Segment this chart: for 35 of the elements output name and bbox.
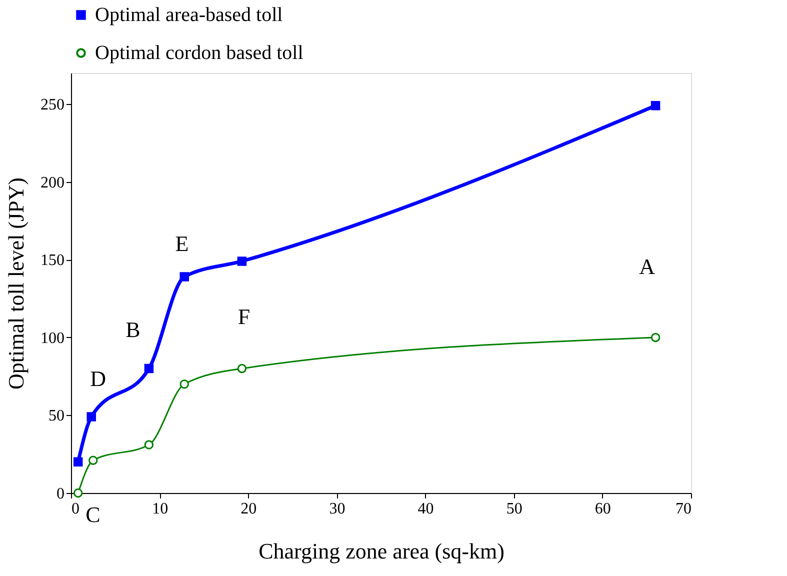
point (86, 412, 96, 422)
x-tick-label: 20 (240, 500, 257, 518)
y-tick-label: 150 (40, 252, 64, 270)
y-tick-label: 250 (40, 96, 64, 114)
y-tick-label: 200 (40, 174, 64, 192)
y-axis-title: Optimal toll level (JPY) (4, 177, 28, 390)
point (237, 256, 247, 266)
y-tick-label: 0 (56, 486, 64, 502)
annotation: D (90, 366, 106, 391)
point (144, 440, 154, 450)
point (237, 364, 247, 374)
legend-label: Optimal cordon based toll (95, 42, 304, 64)
x-tick-label: 10 (152, 500, 168, 518)
point (88, 456, 98, 465)
annotation: B (126, 317, 140, 342)
x-tick-label: 40 (418, 500, 434, 518)
legend-label: Optimal area-based toll (95, 4, 284, 26)
annotation: F (238, 304, 250, 329)
point (180, 272, 189, 282)
y-tick-label: 50 (48, 408, 64, 425)
x-tick-label: 30 (329, 500, 346, 518)
x-tick-label: 50 (506, 500, 522, 518)
point (650, 101, 660, 110)
point (180, 379, 189, 389)
point (144, 364, 154, 374)
point (650, 332, 660, 342)
point (73, 457, 83, 467)
annotation: A (639, 254, 656, 279)
x-tick-label: 70 (676, 500, 692, 518)
x-axis-title: Charging zone area (sq-km) (258, 538, 504, 564)
annotation: E (175, 231, 189, 256)
x-tick-label: 0 (72, 500, 80, 518)
y-tick-label: 100 (40, 330, 64, 347)
x-tick-label: 60 (594, 500, 611, 518)
text: C (86, 502, 100, 527)
